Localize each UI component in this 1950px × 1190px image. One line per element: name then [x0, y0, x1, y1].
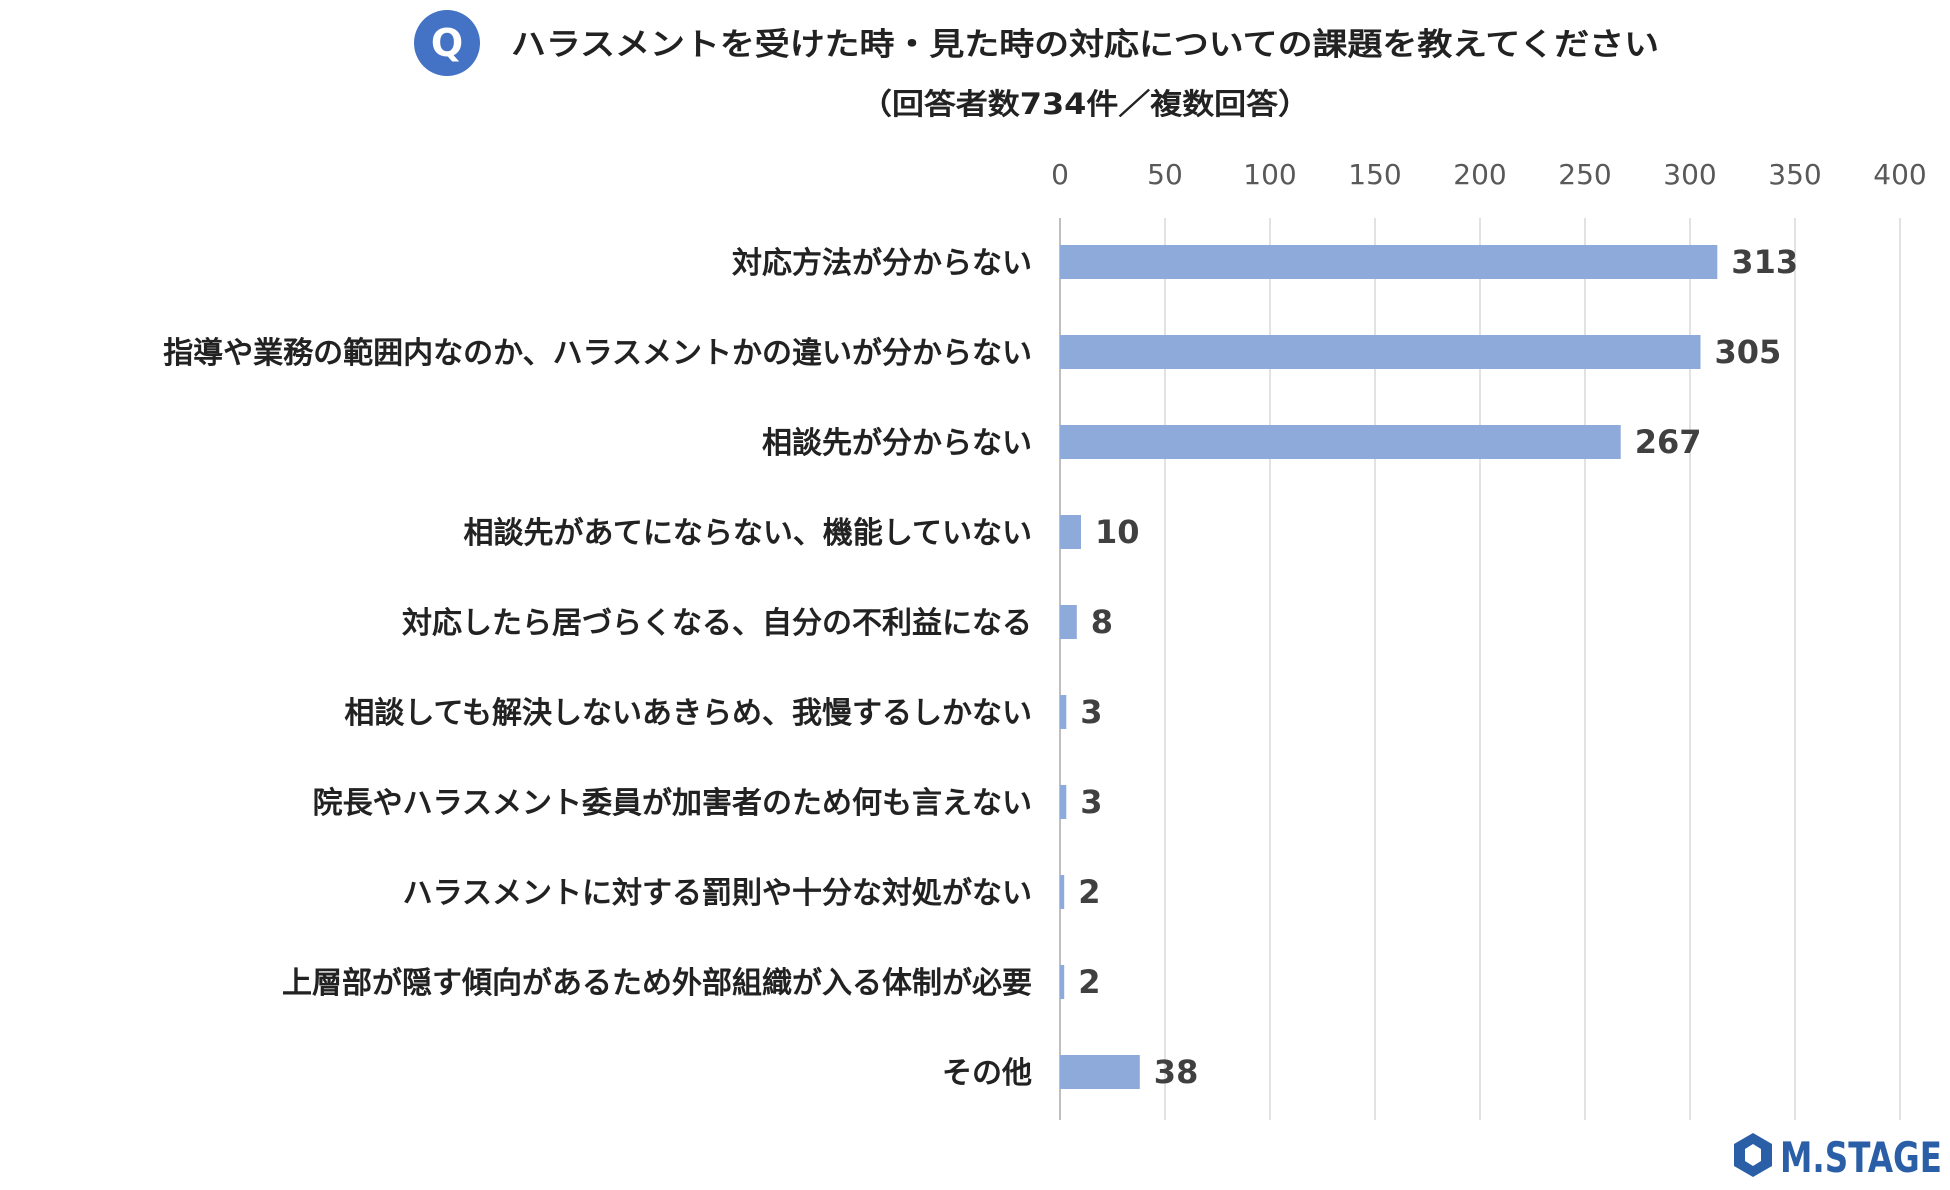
- bars: [1060, 245, 1718, 1089]
- x-axis-ticks: 0 50 100 150 200 250 300 350 400: [1051, 158, 1927, 191]
- data-label: 2: [1078, 963, 1100, 1001]
- chart-subtitle: （回答者数734件／複数回答）: [860, 87, 1310, 121]
- category-label: 対応方法が分からない: [732, 246, 1032, 281]
- bar: [1060, 965, 1065, 999]
- data-label: 305: [1715, 333, 1782, 371]
- data-label: 267: [1635, 423, 1702, 461]
- data-label: 38: [1154, 1053, 1199, 1091]
- x-tick-label: 150: [1348, 158, 1401, 191]
- bar: [1060, 1055, 1140, 1089]
- m-stage-logo: M.STAGE: [1734, 1133, 1942, 1182]
- chart-header: Q ハラスメントを受けた時・見た時の対応についての課題を教えてください （回答者…: [414, 10, 1659, 121]
- x-tick-label: 0: [1051, 158, 1069, 191]
- category-label: ハラスメントに対する罰則や十分な対処がない: [403, 876, 1032, 911]
- x-tick-label: 300: [1663, 158, 1716, 191]
- category-label: 相談先が分からない: [762, 426, 1032, 461]
- x-tick-label: 250: [1558, 158, 1611, 191]
- value-labels: 313 305 267 10 8 3 3 2 2 38: [1078, 243, 1798, 1091]
- x-tick-label: 400: [1873, 158, 1926, 191]
- bar: [1060, 695, 1067, 729]
- x-tick-label: 50: [1147, 158, 1183, 191]
- data-label: 8: [1091, 603, 1113, 641]
- category-label: 相談先があてにならない、機能していない: [464, 516, 1033, 551]
- question-badge-letter: Q: [431, 21, 463, 65]
- category-label: 院長やハラスメント委員が加害者のため何も言えない: [313, 786, 1032, 821]
- category-labels: 対応方法が分からない指導や業務の範囲内なのか、ハラスメントかの違いが分からない相…: [163, 246, 1032, 1091]
- logo-text: M.STAGE: [1780, 1133, 1942, 1182]
- bar: [1060, 875, 1065, 909]
- data-label: 313: [1731, 243, 1798, 281]
- question-badge-circle: [414, 10, 480, 76]
- x-tick-label: 100: [1243, 158, 1296, 191]
- bar: [1060, 515, 1081, 549]
- x-tick-label: 200: [1453, 158, 1506, 191]
- bar: [1060, 605, 1077, 639]
- data-label: 2: [1078, 873, 1100, 911]
- bar: [1060, 425, 1621, 459]
- category-label: 指導や業務の範囲内なのか、ハラスメントかの違いが分からない: [163, 336, 1032, 371]
- category-label: その他: [942, 1056, 1032, 1091]
- data-label: 3: [1080, 693, 1102, 731]
- bar: [1060, 245, 1718, 279]
- category-label: 相談しても解決しないあきらめ、我慢するしかない: [344, 696, 1032, 731]
- bar: [1060, 785, 1067, 819]
- logo-hexagon-inner-icon: [1745, 1144, 1761, 1166]
- bar: [1060, 335, 1701, 369]
- x-tick-label: 350: [1768, 158, 1821, 191]
- category-label: 対応したら居づらくなる、自分の不利益になる: [402, 606, 1032, 641]
- category-label: 上層部が隠す傾向があるため外部組織が入る体制が必要: [282, 966, 1032, 1001]
- data-label: 10: [1095, 513, 1140, 551]
- data-label: 3: [1080, 783, 1102, 821]
- chart-title: ハラスメントを受けた時・見た時の対応についての課題を教えてください: [511, 27, 1659, 63]
